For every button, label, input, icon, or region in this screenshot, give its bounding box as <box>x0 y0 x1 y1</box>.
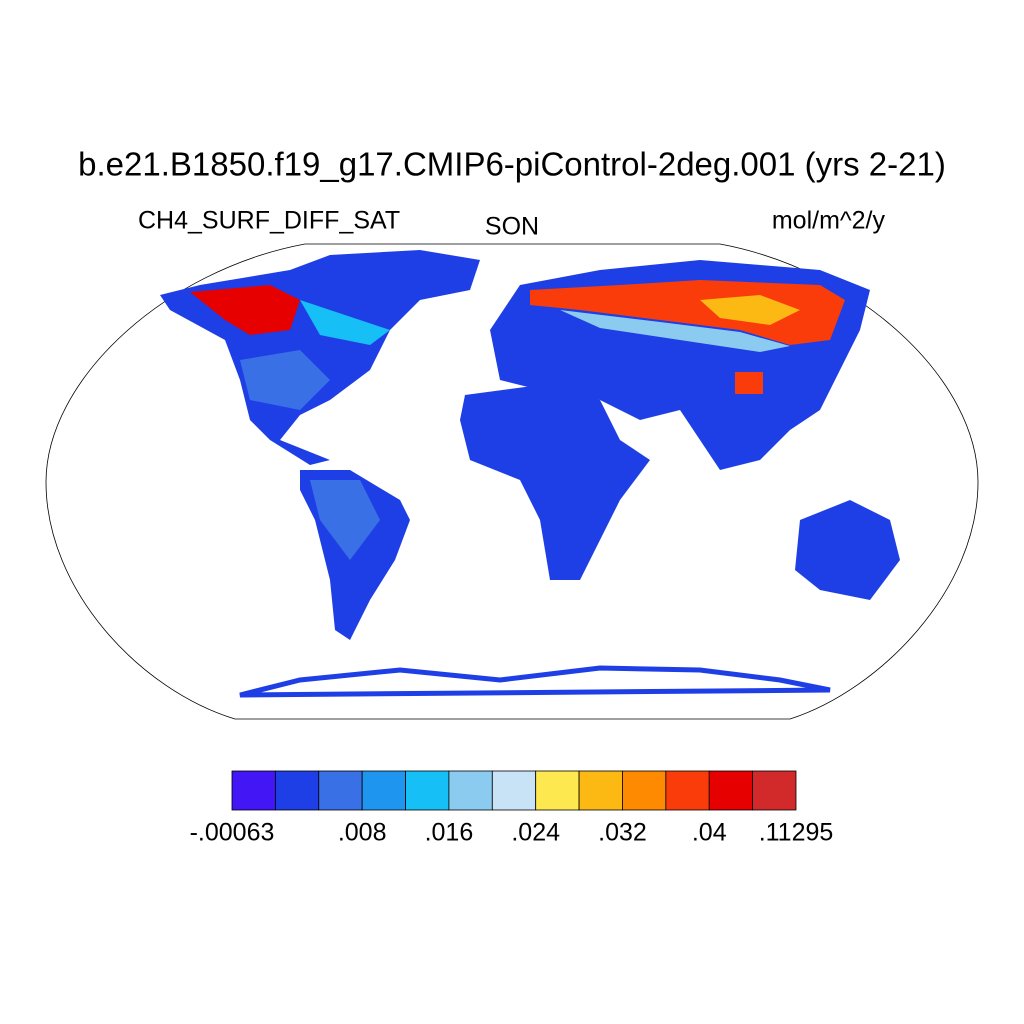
africa <box>460 385 650 580</box>
high-flux-china <box>735 372 763 394</box>
colorbar-box <box>318 770 363 811</box>
colorbar-box <box>752 770 797 811</box>
colorbar-box <box>491 770 537 811</box>
title: b.e21.B1850.f19_g17.CMIP6-piControl-2deg… <box>78 146 946 183</box>
colorbar-box <box>405 770 450 811</box>
australia <box>795 500 900 600</box>
map <box>45 243 979 720</box>
colorbar-label: -.00063 <box>190 819 275 847</box>
high-flux-north-america <box>190 285 300 335</box>
colorbar-label: .04 <box>692 819 727 847</box>
colorbar-box <box>448 770 493 811</box>
land-tint <box>310 480 380 560</box>
colorbar-label: .032 <box>598 819 647 847</box>
colorbar-box <box>708 770 754 811</box>
colorbar-label: .016 <box>425 819 474 847</box>
colorbar: -.00063 .008 .016 .024 .032 .04 .11295 <box>190 770 834 847</box>
mid-flux-canada <box>300 300 390 345</box>
colorbar-box <box>578 770 623 811</box>
light-flux-band <box>560 310 790 352</box>
center-string: SON <box>485 213 539 241</box>
colorbar-box <box>361 770 406 811</box>
colorbar-label: .024 <box>511 819 560 847</box>
colorbar-label: .008 <box>338 819 387 847</box>
right-string: mol/m^2/y <box>772 207 886 235</box>
colorbar-box <box>274 770 320 811</box>
colorbar-box <box>622 770 667 811</box>
antarctica <box>239 665 831 698</box>
mid-flux-siberia <box>700 295 800 325</box>
left-string: CH4_SURF_DIFF_SAT <box>138 207 400 235</box>
colorbar-label: .11295 <box>759 819 834 847</box>
colorbar-box <box>665 770 710 811</box>
colorbar-box <box>535 770 580 811</box>
high-flux-siberia <box>530 280 845 345</box>
land-tint <box>240 350 330 410</box>
colorbar-box <box>231 770 276 811</box>
